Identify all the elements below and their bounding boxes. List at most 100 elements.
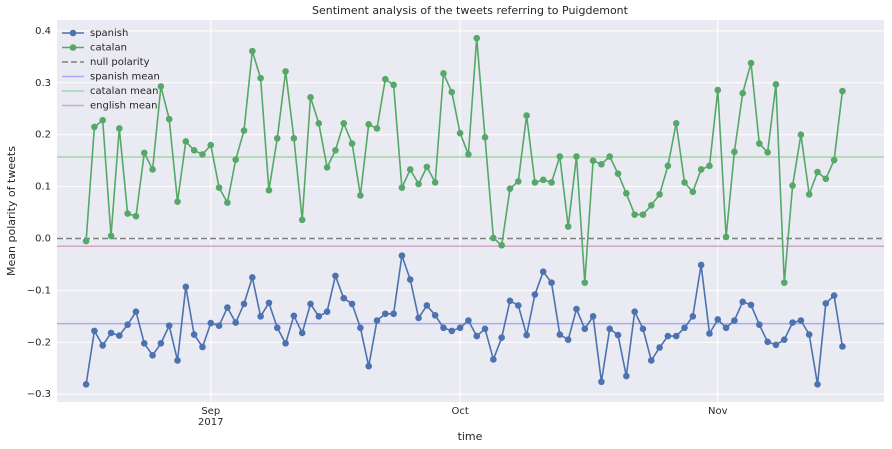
- y-tick-label: 0.3: [35, 78, 51, 89]
- point: [390, 310, 397, 318]
- point: [556, 331, 564, 338]
- point: [598, 378, 605, 386]
- legend-label: spanish mean: [90, 72, 160, 83]
- point: [415, 314, 422, 322]
- point: [190, 331, 198, 338]
- point: [307, 300, 314, 308]
- point: [431, 179, 439, 186]
- point: [514, 178, 522, 185]
- point: [747, 301, 755, 309]
- point: [149, 351, 156, 359]
- point: [797, 317, 805, 324]
- point: [332, 272, 339, 280]
- point: [116, 332, 123, 339]
- point: [506, 297, 514, 305]
- point: [265, 186, 273, 194]
- y-tick-label: 0.2: [35, 130, 51, 141]
- point: [190, 146, 198, 154]
- point: [174, 198, 181, 205]
- point: [772, 341, 780, 349]
- point: [323, 308, 331, 315]
- point: [140, 340, 148, 347]
- point: [539, 268, 547, 276]
- point: [556, 153, 564, 160]
- point: [814, 168, 821, 176]
- point: [398, 184, 406, 191]
- point: [789, 319, 796, 326]
- point: [448, 88, 456, 96]
- point: [672, 119, 680, 127]
- y-axis-label: Mean polarity of tweets: [5, 146, 18, 276]
- point: [614, 170, 622, 177]
- x-tick-label: Nov: [708, 406, 728, 417]
- point: [481, 325, 489, 333]
- point: [747, 59, 755, 67]
- point: [581, 279, 589, 286]
- point: [348, 140, 356, 147]
- x-tick-label: Oct: [451, 406, 468, 417]
- point: [340, 294, 348, 302]
- point: [116, 125, 123, 132]
- point: [82, 237, 90, 245]
- y-tick-label: 0.0: [35, 234, 51, 245]
- point: [756, 140, 763, 147]
- legend-label: null polarity: [90, 57, 150, 68]
- point: [132, 308, 140, 315]
- point: [805, 191, 813, 198]
- point: [839, 343, 846, 350]
- point: [506, 185, 514, 192]
- point: [689, 188, 697, 196]
- x-tick-label: Sep 2017: [198, 406, 223, 428]
- point: [631, 308, 638, 315]
- point: [539, 176, 547, 184]
- point: [456, 324, 464, 332]
- point: [548, 279, 555, 286]
- point: [298, 329, 306, 337]
- y-tick-label: −0.1: [27, 285, 51, 296]
- point: [764, 149, 771, 156]
- legend-label: spanish: [90, 28, 128, 39]
- point: [91, 123, 98, 131]
- point: [431, 312, 439, 319]
- point: [564, 336, 572, 344]
- point: [839, 87, 846, 95]
- point: [365, 121, 372, 128]
- point: [232, 156, 239, 163]
- point: [157, 83, 165, 90]
- point: [207, 319, 215, 327]
- point: [224, 199, 231, 206]
- point: [606, 325, 614, 333]
- point: [589, 157, 597, 164]
- point: [199, 343, 206, 351]
- point: [373, 125, 381, 132]
- point: [82, 381, 90, 388]
- point: [165, 322, 173, 330]
- point: [257, 313, 264, 320]
- point: [647, 201, 655, 209]
- point: [99, 116, 107, 124]
- point: [174, 357, 181, 364]
- point: [672, 332, 680, 340]
- point: [681, 324, 688, 332]
- point: [697, 261, 705, 269]
- point: [822, 175, 830, 183]
- point: [124, 321, 131, 328]
- point: [406, 166, 414, 173]
- chart-title: Sentiment analysis of the tweets referri…: [312, 4, 629, 17]
- point: [373, 317, 381, 324]
- point: [165, 115, 173, 123]
- point: [523, 331, 530, 339]
- point: [681, 179, 688, 186]
- point: [149, 166, 156, 173]
- point: [357, 324, 364, 332]
- point: [697, 166, 705, 173]
- point: [182, 138, 190, 145]
- point: [240, 127, 248, 134]
- point: [249, 274, 256, 281]
- point: [639, 211, 647, 218]
- point: [647, 357, 655, 364]
- point: [215, 184, 223, 191]
- point: [756, 321, 763, 328]
- x-axis-label: time: [458, 430, 483, 443]
